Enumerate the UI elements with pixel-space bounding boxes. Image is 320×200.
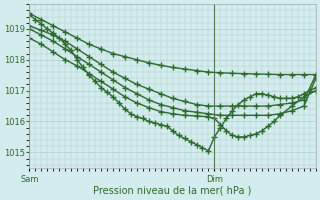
X-axis label: Pression niveau de la mer( hPa ): Pression niveau de la mer( hPa )	[93, 186, 252, 196]
